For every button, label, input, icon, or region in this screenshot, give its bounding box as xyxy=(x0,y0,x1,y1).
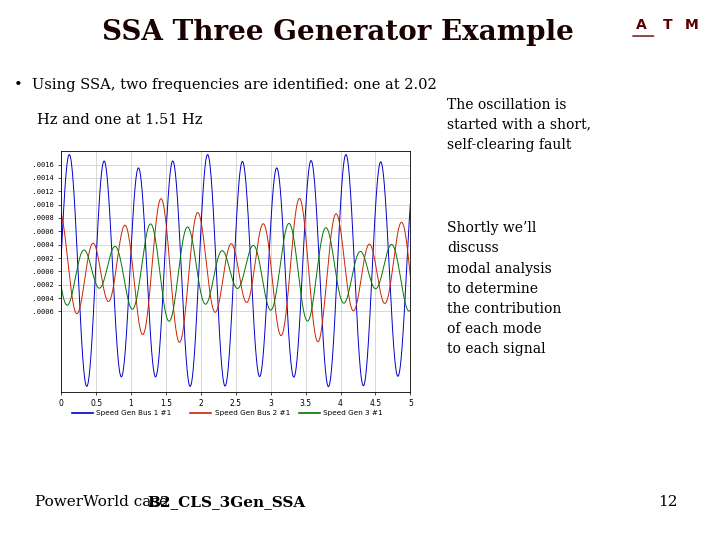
Text: 12: 12 xyxy=(659,495,678,509)
Text: PowerWorld case: PowerWorld case xyxy=(35,495,173,509)
Text: Hz and one at 1.51 Hz: Hz and one at 1.51 Hz xyxy=(37,113,202,127)
Text: •  Using SSA, two frequencies are identified: one at 2.02: • Using SSA, two frequencies are identif… xyxy=(14,78,437,92)
Text: Shortly we’ll
discuss
modal analysis
to determine
the contribution
of each mode
: Shortly we’ll discuss modal analysis to … xyxy=(447,221,562,356)
Text: A: A xyxy=(636,18,647,32)
Text: SSA Three Generator Example: SSA Three Generator Example xyxy=(102,19,575,46)
Text: T: T xyxy=(663,18,672,32)
Text: Speed Gen 3 #1: Speed Gen 3 #1 xyxy=(323,409,383,416)
Text: Speed Gen Bus 2 #1: Speed Gen Bus 2 #1 xyxy=(215,409,290,416)
Text: M: M xyxy=(685,18,699,32)
Text: B2_CLS_3Gen_SSA: B2_CLS_3Gen_SSA xyxy=(147,495,305,509)
Text: The oscillation is
started with a short,
self-clearing fault: The oscillation is started with a short,… xyxy=(447,98,591,152)
Text: Speed Gen Bus 1 #1: Speed Gen Bus 1 #1 xyxy=(96,409,171,416)
